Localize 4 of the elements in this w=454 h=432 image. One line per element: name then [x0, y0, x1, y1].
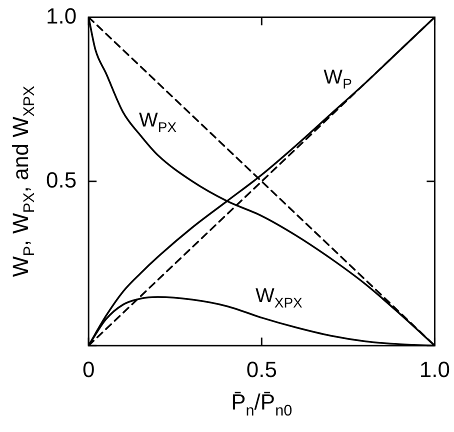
x-tick-label: 0	[82, 356, 95, 382]
x-tick-label: 0.5	[246, 356, 277, 382]
y-axis-title: WP, WPX, and WXPX	[8, 86, 38, 277]
x-tick-label: 1.0	[419, 356, 450, 382]
